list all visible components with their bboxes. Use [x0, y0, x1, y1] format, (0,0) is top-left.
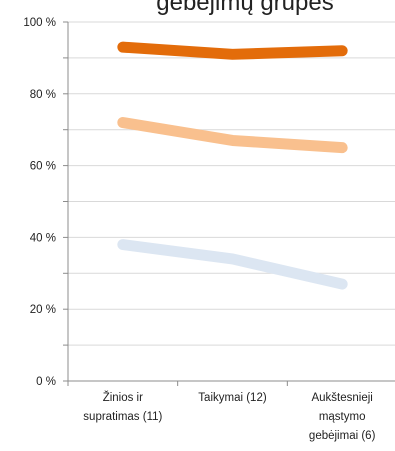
x-category-label: Žinios ir supratimas (11): [83, 391, 162, 423]
chart-title: gebėjimų grupės: [156, 0, 333, 16]
series-line: [117, 239, 348, 290]
series-line: [117, 41, 348, 60]
y-tick-label: 80 %: [30, 89, 56, 101]
y-tick-label: 100 %: [23, 17, 56, 29]
axis-labels: 0 % 20 % 40 % 60 % 80 % 100 % Žinios ir suprati…: [23, 17, 375, 442]
axes: [63, 21, 395, 386]
x-category-label: Aukštesnieji mąstymo gebėjimai (6): [309, 392, 376, 442]
series-line: [117, 117, 348, 154]
y-tick-label: 0 %: [36, 376, 56, 388]
gridlines: [68, 21, 395, 346]
y-tick-label: 60 %: [30, 161, 56, 173]
series-lines: [117, 41, 348, 290]
y-tick-label: 20 %: [30, 304, 56, 316]
y-tick-label: 40 %: [30, 232, 56, 244]
x-category-label: Taikymai (12): [198, 392, 267, 404]
